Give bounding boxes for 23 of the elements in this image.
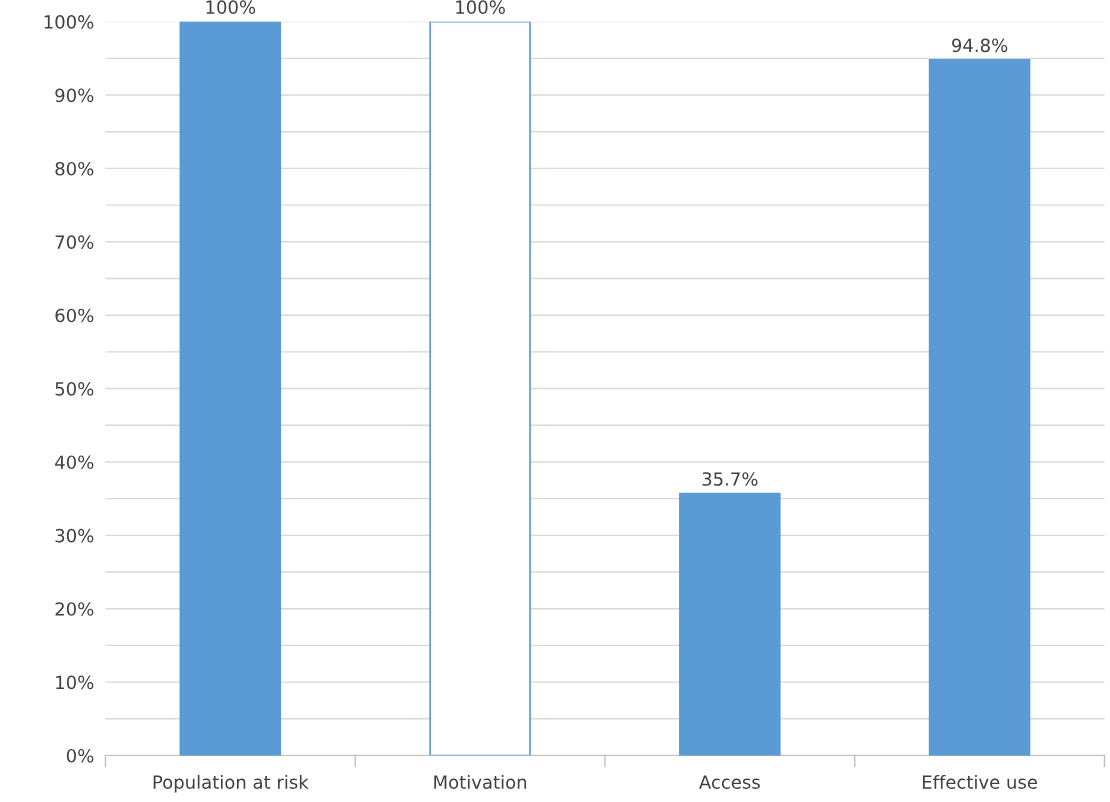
- y-tick-label: 0%: [66, 748, 94, 763]
- y-tick-label: 100%: [44, 15, 94, 29]
- x-tick-label: Motivation: [434, 774, 527, 789]
- bar: [928, 58, 1031, 756]
- data-label: 100%: [456, 0, 505, 14]
- y-tick-label: 20%: [55, 602, 94, 616]
- y-tick-label: 50%: [55, 382, 94, 396]
- y-tick-label: 40%: [55, 455, 94, 470]
- data-label: 100%: [206, 0, 256, 14]
- x-tick-label: Population at risk: [153, 774, 309, 793]
- y-tick-label: 70%: [55, 235, 94, 249]
- bar: [679, 492, 781, 756]
- data-label: 35.7%: [702, 472, 758, 486]
- y-tick-label: 80%: [55, 161, 94, 176]
- x-tick-label: Effective use: [922, 774, 1037, 789]
- data-label: 94.8%: [952, 38, 1008, 53]
- y-tick-label: 10%: [56, 675, 94, 690]
- x-tick-label: Access: [699, 775, 760, 789]
- y-tick-label: 90%: [55, 88, 94, 103]
- y-tick-label: 60%: [55, 308, 94, 323]
- bar: [179, 21, 282, 756]
- bar: [429, 21, 531, 756]
- y-tick-label: 30%: [55, 528, 94, 543]
